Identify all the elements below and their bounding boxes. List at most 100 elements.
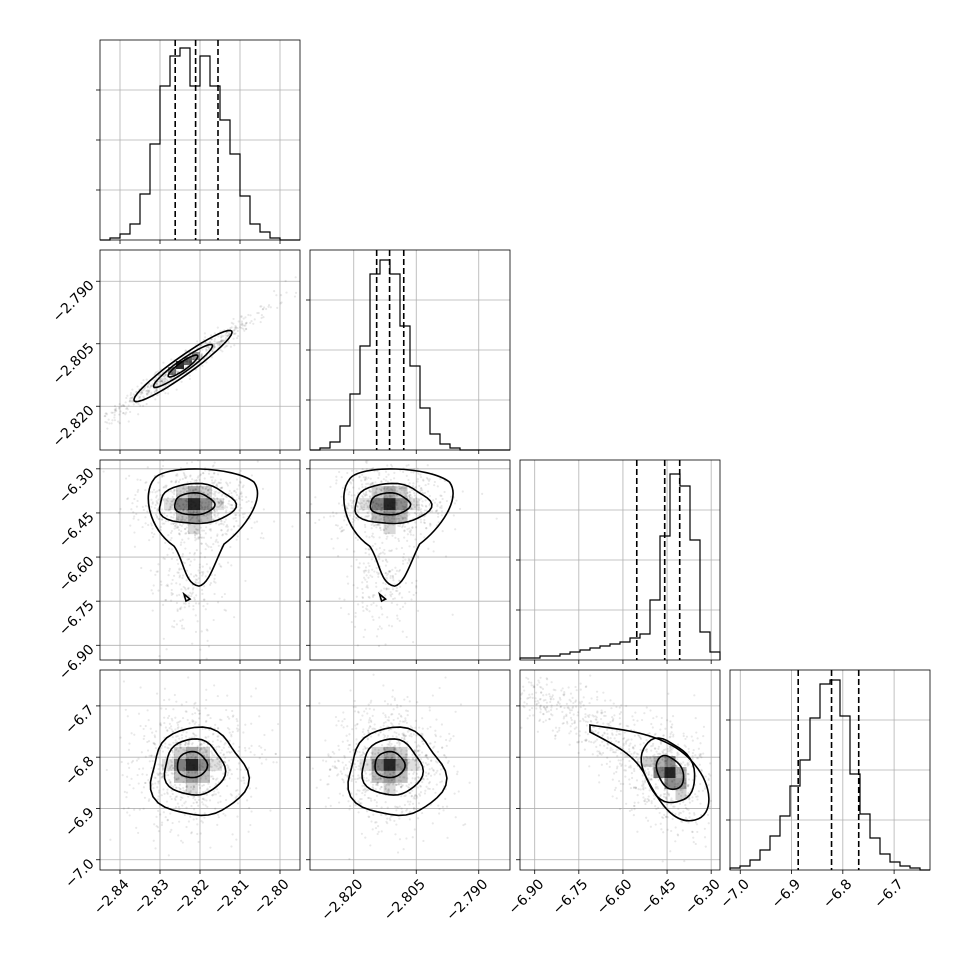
scatter-point (552, 688, 555, 691)
scatter-point (645, 748, 648, 751)
scatter-point (173, 492, 176, 496)
scatter-point (198, 712, 201, 715)
scatter-point (374, 783, 377, 786)
scatter-point (240, 492, 243, 495)
scatter-point (222, 498, 225, 501)
scatter-point (391, 756, 394, 759)
scatter-point (335, 767, 338, 770)
scatter-point (403, 489, 406, 492)
scatter-point (261, 308, 265, 311)
scatter-point (190, 516, 194, 519)
scatter-point (213, 510, 216, 513)
scatter-point (254, 687, 257, 690)
scatter-point (690, 735, 693, 738)
scatter-point (639, 788, 642, 791)
scatter-point (358, 502, 362, 505)
scatter-point (211, 760, 214, 763)
scatter-point (365, 493, 368, 497)
scatter-point (200, 494, 203, 498)
scatter-point (177, 750, 180, 753)
scatter-point (148, 798, 151, 801)
scatter-point (678, 771, 681, 774)
scatter-point (394, 520, 398, 523)
scatter-point (364, 479, 367, 482)
scatter-point (147, 778, 150, 782)
scatter-point (404, 734, 407, 737)
scatter-point (178, 532, 181, 535)
scatter-point (597, 731, 600, 734)
scatter-point (434, 510, 437, 513)
histogram-bin (680, 486, 690, 660)
scatter-point (213, 754, 216, 757)
scatter-point (346, 507, 349, 510)
scatter-point (198, 717, 201, 720)
scatter-point (249, 751, 252, 754)
scatter-point (364, 566, 368, 569)
scatter-point (438, 812, 441, 815)
scatter-point (166, 387, 170, 390)
scatter-point (376, 470, 379, 473)
scatter-point (355, 750, 359, 753)
scatter-point (164, 520, 167, 523)
scatter-point (195, 488, 198, 491)
scatter-point (210, 758, 213, 761)
scatter-point (150, 384, 153, 387)
scatter-point (594, 729, 597, 733)
scatter-point (170, 480, 173, 483)
scatter-point (191, 591, 195, 594)
scatter-point (432, 746, 435, 749)
scatter-point (185, 773, 189, 776)
scatter-point (415, 584, 418, 588)
scatter-point (200, 355, 203, 358)
scatter-point (184, 350, 187, 353)
scatter-point (688, 797, 691, 800)
scatter-point (202, 570, 205, 574)
scatter-point (175, 777, 178, 780)
scatter-point (651, 762, 655, 765)
scatter-point (424, 771, 428, 774)
scatter-point (204, 548, 207, 551)
scatter-point (422, 765, 426, 768)
scatter-point (609, 699, 612, 702)
scatter-point (425, 756, 429, 759)
scatter-point (609, 747, 612, 750)
scatter-point (293, 472, 295, 474)
scatter-point (253, 521, 256, 524)
scatter-point (376, 778, 380, 781)
scatter-point (204, 748, 207, 751)
scatter-point (385, 559, 388, 562)
scatter-point (205, 361, 208, 364)
scatter-point (141, 773, 144, 776)
scatter-point (632, 804, 636, 808)
scatter-point (167, 854, 170, 857)
scatter-point (408, 513, 411, 516)
scatter-point (206, 787, 209, 790)
scatter-point (198, 763, 201, 766)
scatter-point (164, 598, 168, 602)
scatter-point (214, 540, 217, 543)
scatter-point (387, 791, 390, 794)
scatter-point (420, 508, 423, 511)
scatter-point (263, 733, 266, 737)
histogram-bin (810, 718, 820, 870)
scatter-point (115, 409, 118, 412)
scatter-point (153, 390, 156, 393)
scatter-point (206, 629, 209, 632)
scatter-point (611, 719, 614, 723)
scatter-point (173, 488, 177, 492)
scatter-point (555, 703, 559, 706)
scatter-point (427, 482, 430, 486)
scatter-point (366, 499, 369, 503)
scatter-point (369, 844, 372, 847)
scatter-point (180, 839, 183, 842)
scatter-point (223, 761, 226, 764)
scatter-point (373, 492, 376, 495)
scatter-point (107, 418, 110, 421)
scatter-point (347, 504, 350, 507)
scatter-point (419, 768, 423, 771)
scatter-point (369, 797, 372, 800)
scatter-point (196, 352, 199, 355)
histogram-bin (690, 540, 700, 660)
scatter-point (322, 516, 326, 519)
scatter-point (157, 763, 160, 766)
